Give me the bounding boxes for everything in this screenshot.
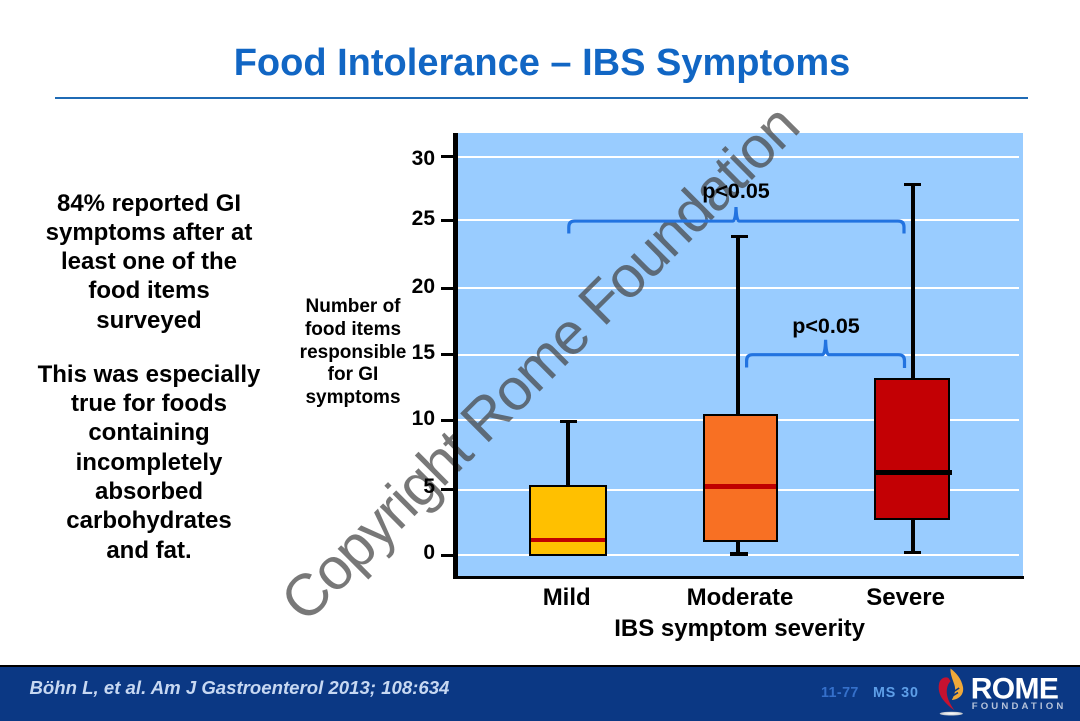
svg-text:FOUNDATION: FOUNDATION	[972, 701, 1067, 712]
svg-text:ROME: ROME	[971, 673, 1059, 706]
